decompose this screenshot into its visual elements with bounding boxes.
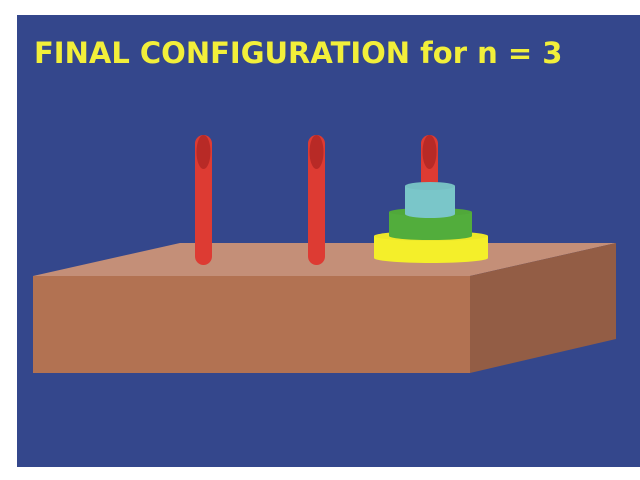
scene-title: FINAL CONFIGURATION for n = 3 bbox=[34, 36, 562, 70]
disk-small bbox=[405, 182, 455, 218]
middle-peg-tip bbox=[309, 135, 324, 169]
left-peg-rod bbox=[195, 135, 212, 265]
scene-background bbox=[17, 15, 640, 467]
board-side-face bbox=[470, 243, 616, 373]
disk-medium-bottom bbox=[389, 232, 472, 240]
disk-small-top bbox=[405, 182, 455, 190]
board-front-face bbox=[33, 276, 470, 373]
disk-small-bottom bbox=[405, 210, 455, 218]
middle-peg bbox=[308, 135, 325, 265]
disk-large-body bbox=[374, 236, 488, 258]
middle-peg-rod bbox=[308, 135, 325, 265]
disk-small-body bbox=[405, 186, 455, 214]
left-peg-tip bbox=[196, 135, 211, 169]
disk-large-bottom bbox=[374, 253, 488, 263]
right-peg-tip bbox=[422, 135, 437, 169]
left-peg bbox=[195, 135, 212, 265]
